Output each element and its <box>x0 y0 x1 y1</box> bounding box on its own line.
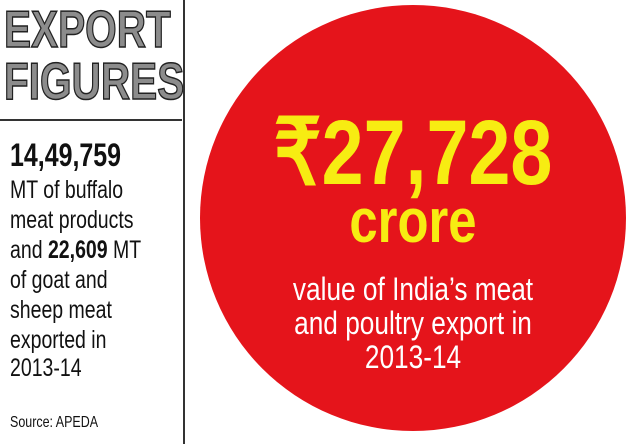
text-line: sheep meat <box>10 296 112 324</box>
text-line: exported in <box>10 326 107 354</box>
caption-line: value of India’s meat <box>292 271 534 307</box>
source: Source: APEDA <box>10 414 99 431</box>
text-line: and 22,609 MT <box>10 236 141 264</box>
figure: 14,49,759 <box>10 137 122 173</box>
title-line: FIGURES <box>3 53 185 111</box>
unit: crore <box>349 187 477 256</box>
text-line: of goat and <box>10 266 108 294</box>
circle-bg <box>200 5 626 431</box>
caption-line: 2013-14 <box>364 339 462 375</box>
figure: 22,609 <box>47 236 108 264</box>
text-line: 2013-14 <box>10 354 82 382</box>
divider <box>183 0 185 444</box>
title-line: EXPORT <box>3 1 171 59</box>
text: and <box>10 236 43 264</box>
divider <box>0 119 182 121</box>
text-line: MT of buffalo <box>10 176 124 204</box>
amount: ₹27,728 <box>273 102 553 204</box>
text-line: meat products <box>10 206 134 234</box>
text: MT <box>113 236 142 264</box>
red-circle <box>200 5 626 431</box>
caption-line: and poultry export in <box>294 305 532 341</box>
